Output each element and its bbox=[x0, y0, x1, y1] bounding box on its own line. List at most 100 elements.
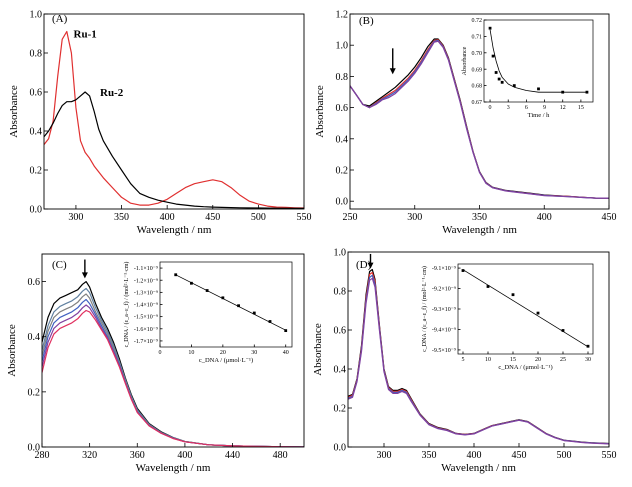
inset-data-point bbox=[486, 285, 490, 288]
y-axis-label: Absorbance bbox=[314, 85, 326, 138]
y-tick-label: 0.71 bbox=[472, 35, 483, 41]
x-tick-label: 360 bbox=[130, 450, 145, 461]
inset-data-point bbox=[174, 273, 178, 277]
x-tick-label: 400 bbox=[467, 450, 482, 461]
inset-data-point bbox=[536, 311, 540, 315]
x-tick-label: 0 bbox=[159, 350, 162, 356]
x-tick-label: 300 bbox=[68, 212, 83, 223]
x-tick-label: 550 bbox=[297, 212, 312, 223]
x-tick-label: 280 bbox=[35, 450, 50, 461]
y-axis-label: Absorbance bbox=[312, 323, 324, 376]
y-tick-label: 1.0 bbox=[30, 10, 43, 21]
panel-label: (A) bbox=[52, 13, 68, 25]
y-tick-label: 0.8 bbox=[336, 72, 349, 83]
x-tick-label: 440 bbox=[225, 450, 240, 461]
x-tick-label: 350 bbox=[472, 212, 487, 223]
inset-chart: 0 10 20 30 40 -1.1×10⁻⁹ -1.2×10⁻⁹ -1.3×10⁻⁹ -1.4… bbox=[123, 262, 293, 364]
inset-data-point bbox=[561, 90, 565, 94]
inset-data-point bbox=[500, 80, 504, 84]
series-line-6 bbox=[42, 309, 304, 447]
series-annotation: Ru-2 bbox=[100, 87, 124, 99]
series-group bbox=[348, 268, 609, 445]
x-tick-label: 550 bbox=[602, 450, 617, 461]
x-tick-label: 30 bbox=[251, 350, 257, 356]
x-tick-label: 9 bbox=[543, 105, 546, 111]
plot-frame bbox=[483, 19, 594, 103]
chart-panel-b: 250 300 350 400 450 0.0 0.2 0.4 0.6 0.8 1.0 1.2 Wave… bbox=[314, 10, 617, 237]
inset-data-point bbox=[512, 84, 516, 87]
y-tick-label: -1.5×10⁻⁹ bbox=[134, 315, 158, 321]
inset-y-axis-label: Absorbance bbox=[462, 46, 468, 75]
inset-data-point bbox=[537, 87, 540, 91]
chart-panel-c: 280 320 360 400 440 4800.00.20.40.6Wavelength… bbox=[6, 253, 305, 474]
y-tick-label: 0.2 bbox=[30, 166, 43, 177]
inset-data-point bbox=[511, 293, 515, 297]
y-tick-label: 0.6 bbox=[334, 326, 347, 337]
x-tick-label: 6 bbox=[525, 105, 528, 111]
inset-x-axis-label: c_DNA / (μmol·L⁻¹) bbox=[199, 357, 253, 364]
inset-data-point bbox=[497, 77, 501, 81]
y-tick-label: -9.5×10⁻⁹ bbox=[432, 348, 456, 354]
x-tick-label: 15 bbox=[578, 105, 584, 111]
panel-label: (D) bbox=[356, 259, 372, 271]
arrow-head bbox=[367, 262, 374, 269]
y-axis-label: Absorbance bbox=[8, 85, 20, 138]
y-tick-label: -1.6×10⁻⁹ bbox=[134, 327, 158, 333]
y-tick-label: 0.4 bbox=[30, 127, 43, 138]
y-tick-label: 1.2 bbox=[336, 10, 349, 21]
inset-data-point bbox=[491, 54, 495, 58]
x-axis-label: Wavelength / nm bbox=[441, 462, 516, 474]
inset-background bbox=[458, 264, 593, 354]
inset-data-point bbox=[561, 329, 565, 332]
inset-fit-line bbox=[489, 29, 587, 93]
x-axis-label: Wavelength / nm bbox=[442, 224, 517, 236]
inset-x-axis-label: c_DNA / (μmol·L⁻¹) bbox=[498, 364, 552, 371]
inset-data-point bbox=[252, 311, 256, 315]
series-group bbox=[42, 281, 304, 447]
series-group bbox=[350, 38, 609, 199]
x-tick-label: 400 bbox=[177, 450, 192, 461]
x-tick-label: 300 bbox=[407, 212, 422, 223]
inset-chart: 5 10 15 20 25 30 -9.1×10⁻⁹ -9.2×10⁻⁹ -9.3×10⁻⁹ -9… bbox=[421, 263, 594, 371]
series-line-4 bbox=[350, 40, 609, 199]
x-tick-label: 400 bbox=[537, 212, 552, 223]
inset-data-point bbox=[190, 281, 193, 285]
inset-data-point bbox=[221, 296, 225, 300]
y-tick-label: 0.72 bbox=[472, 18, 483, 24]
x-tick-label: 3 bbox=[507, 105, 510, 111]
chart-panel-d: 300 350 400 450 500 550 0.0 0.2 0.4 0.6 0.8 1.0 Wave… bbox=[312, 248, 617, 475]
inset-data-point bbox=[586, 344, 590, 348]
panel-label: (B) bbox=[359, 15, 374, 27]
inset-data-point bbox=[461, 269, 465, 272]
x-tick-label: 20 bbox=[535, 357, 541, 363]
x-tick-label: 400 bbox=[160, 212, 175, 223]
x-tick-label: 350 bbox=[422, 450, 437, 461]
x-tick-label: 480 bbox=[273, 450, 288, 461]
y-tick-label: 0.4 bbox=[28, 332, 41, 343]
inset-background bbox=[160, 262, 292, 347]
x-tick-label: 30 bbox=[585, 357, 591, 363]
inset-y-axis-label: c_DNA / (ε_a−ε_f) / (mol²·L⁻¹·cm) bbox=[123, 262, 130, 348]
y-tick-label: 0.0 bbox=[334, 443, 347, 454]
chart-panel-a: 300 350 400 450 500 550 0.0 0.2 0.4 0.6 0.8 1.0 Wave… bbox=[8, 10, 312, 237]
y-tick-label: -1.1×10⁻⁹ bbox=[134, 266, 158, 272]
x-tick-label: 20 bbox=[220, 350, 226, 356]
y-tick-label: 0.8 bbox=[30, 49, 43, 60]
y-tick-label: -9.1×10⁻⁹ bbox=[432, 266, 456, 272]
inset-data-point bbox=[268, 320, 272, 323]
inset-x-axis-label: Time / h bbox=[528, 112, 551, 119]
inset-data-point bbox=[494, 71, 498, 74]
inset-data-point bbox=[284, 329, 288, 333]
x-tick-label: 500 bbox=[251, 212, 266, 223]
arrow-head bbox=[389, 68, 396, 75]
x-tick-label: 320 bbox=[82, 450, 97, 461]
x-tick-label: 0 bbox=[489, 105, 492, 111]
y-tick-label: 0.4 bbox=[334, 365, 347, 376]
y-tick-label: -9.2×10⁻⁹ bbox=[432, 287, 456, 293]
y-tick-label: 0.67 bbox=[472, 100, 483, 106]
x-tick-label: 450 bbox=[512, 450, 527, 461]
inset-fit-line bbox=[462, 269, 589, 348]
inset-fit-line bbox=[175, 274, 286, 331]
y-tick-label: 0.4 bbox=[336, 134, 349, 145]
